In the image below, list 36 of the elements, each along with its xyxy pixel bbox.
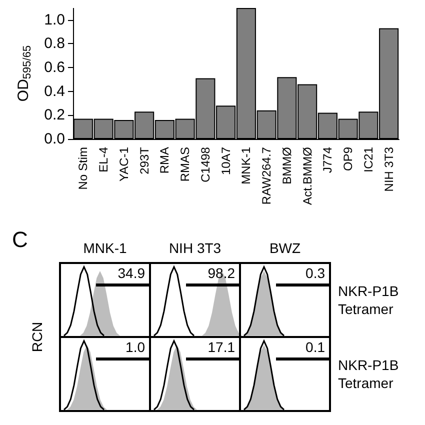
x-tick-label: RMAS	[178, 147, 192, 182]
text: RCN	[29, 322, 45, 352]
category-label: NKR-P1B Tetramer	[338, 283, 399, 317]
x-tick-label: J774	[320, 146, 335, 174]
x-tick-label: Act.BMMØ	[300, 147, 314, 206]
category-label: NKR-P1B Tetramer	[338, 357, 399, 391]
text: C	[12, 227, 28, 252]
x-tick-label: No Stim	[76, 147, 90, 190]
y-tick-label: 0.6	[44, 59, 65, 76]
text: 0.3	[306, 265, 326, 281]
y-tick-label: 1.0	[44, 11, 65, 28]
category-label: NIH 3T3	[168, 240, 222, 256]
x-tick-label: OP9	[341, 146, 356, 172]
x-tick-label: EL-4	[96, 146, 111, 172]
x-tick-label: YAC-1	[116, 146, 131, 182]
x-tick-label: C1498	[198, 146, 212, 182]
x-tick-label: 293T	[137, 146, 152, 174]
text: 0.1	[306, 339, 326, 355]
y-tick-label: 0.4	[44, 82, 65, 100]
x-tick-label: BMMØ	[280, 147, 294, 184]
x-tick-label: RMA	[158, 147, 172, 174]
text: 17.1	[208, 339, 236, 355]
text: 34.9	[118, 265, 146, 281]
x-tick-label: MNK-1	[239, 146, 254, 184]
y-tick-label: 0.8	[44, 35, 65, 52]
text: 1.0	[126, 339, 146, 355]
x-tick-label: RAW264.7	[260, 146, 274, 205]
y-tick-label: 0.2	[44, 106, 65, 124]
category-label: MNK-1	[83, 240, 127, 256]
x-tick-label: IC21	[361, 146, 376, 172]
text: 98.2	[208, 265, 236, 281]
x-tick-label: NIH 3T3	[382, 146, 396, 192]
x-tick-label: 10A7	[218, 146, 233, 176]
category-label: BWZ	[269, 240, 301, 256]
y-axis-title: OD595/65	[15, 45, 34, 102]
y-tick-label: 0.0	[44, 130, 65, 148]
